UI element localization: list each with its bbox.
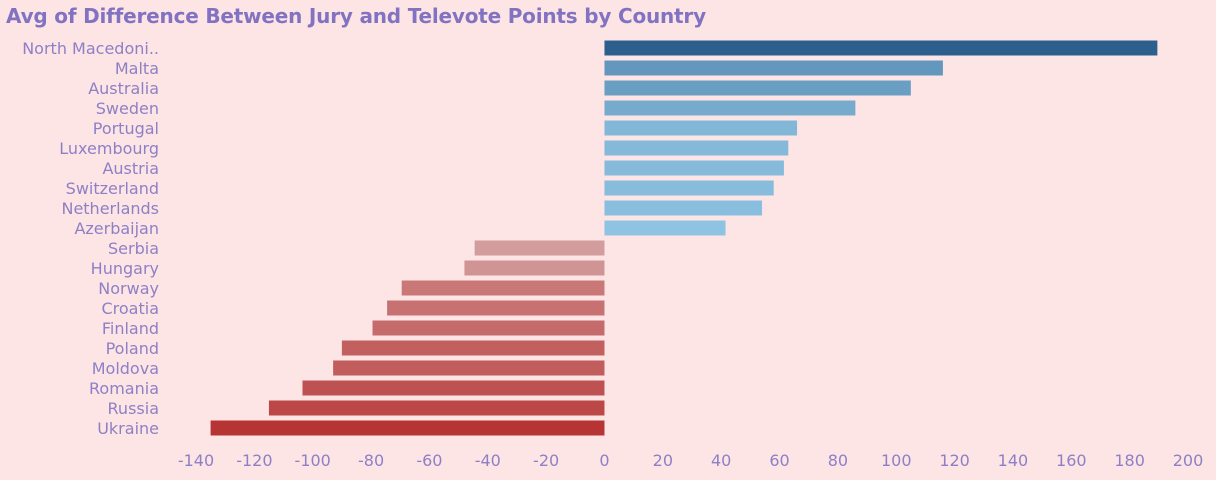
category-label: Russia (108, 399, 159, 418)
x-tick-label: 120 (939, 451, 970, 470)
bar-norway (401, 280, 605, 296)
category-label: Austria (102, 159, 159, 178)
x-tick-label: 160 (1056, 451, 1087, 470)
bars-group (210, 40, 1158, 436)
bar-serbia (474, 240, 605, 256)
x-tick-label: 140 (998, 451, 1029, 470)
category-label: Finland (102, 319, 159, 338)
bar-finland (372, 320, 605, 336)
bar-portugal (604, 120, 798, 136)
x-axis-ticks: -140 -120 -100 -80 -60 -40 -20 0 20 40 60 80 100 120 1… (178, 451, 1203, 470)
x-tick-label: -100 (295, 451, 331, 470)
category-label: Hungary (91, 259, 159, 278)
x-tick-label: 180 (1114, 451, 1145, 470)
category-label: Azerbaijan (74, 219, 159, 238)
bar-north-macedoni (604, 40, 1158, 56)
x-tick-label: -80 (358, 451, 384, 470)
bar-austria (604, 160, 784, 176)
bar-sweden (604, 100, 856, 116)
bar-russia (268, 400, 605, 416)
x-tick-label: -20 (533, 451, 559, 470)
bar-poland (341, 340, 605, 356)
x-tick-label: -40 (475, 451, 501, 470)
bar-netherlands (604, 200, 763, 216)
category-label: Croatia (101, 299, 159, 318)
chart-title: Avg of Difference Between Jury and Telev… (6, 4, 706, 28)
x-tick-label: 60 (769, 451, 789, 470)
bar-ukraine (210, 420, 605, 436)
x-tick-label: 20 (653, 451, 673, 470)
category-label: Switzerland (66, 179, 159, 198)
x-tick-label: 0 (599, 451, 609, 470)
x-tick-label: 200 (1173, 451, 1204, 470)
category-label: Romania (89, 379, 159, 398)
category-label: Moldova (92, 359, 159, 378)
category-label: Luxembourg (59, 139, 159, 158)
category-label: Serbia (108, 239, 159, 258)
category-label: Norway (98, 279, 159, 298)
x-tick-label: -60 (416, 451, 442, 470)
bar-azerbaijan (604, 220, 726, 236)
category-label: North Macedoni.. (22, 39, 159, 58)
category-label: Poland (106, 339, 159, 358)
category-labels: North Macedoni..MaltaAustraliaSwedenPort… (22, 39, 159, 438)
category-label: Portugal (93, 119, 159, 138)
category-label: Malta (115, 59, 159, 78)
category-label: Ukraine (97, 419, 159, 438)
x-tick-label: 80 (828, 451, 848, 470)
category-label: Australia (88, 79, 159, 98)
bar-romania (302, 380, 605, 396)
category-label: Netherlands (61, 199, 159, 218)
bar-malta (604, 60, 943, 76)
x-tick-label: 40 (711, 451, 731, 470)
bar-luxembourg (604, 140, 789, 156)
bar-hungary (464, 260, 605, 276)
x-tick-label: 100 (881, 451, 912, 470)
category-label: Sweden (96, 99, 159, 118)
bar-australia (604, 80, 911, 96)
bar-switzerland (604, 180, 774, 196)
bar-croatia (387, 300, 605, 316)
x-tick-label: -120 (236, 451, 272, 470)
bar-moldova (333, 360, 605, 376)
x-tick-label: -140 (178, 451, 214, 470)
